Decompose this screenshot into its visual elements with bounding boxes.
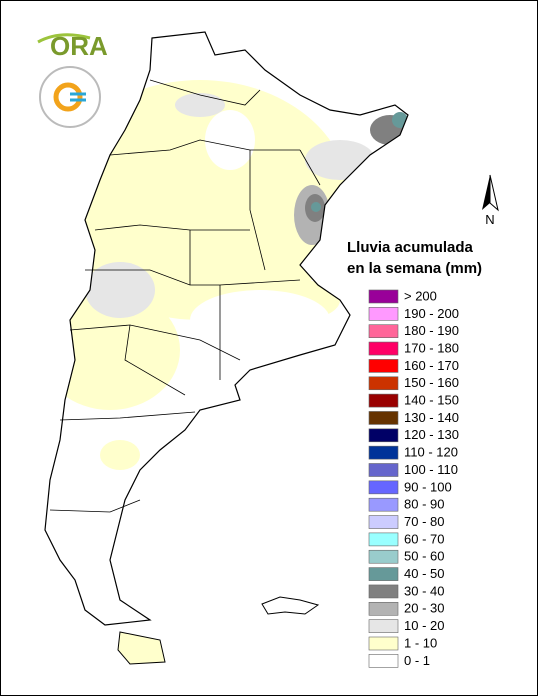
legend-label: 190 - 200 <box>404 306 459 321</box>
legend-swatch <box>368 515 399 529</box>
logo-text: ORA <box>50 31 108 61</box>
legend-swatch <box>368 428 399 443</box>
legend-swatch <box>368 654 399 668</box>
legend-title: Lluvia acumulada <box>347 239 474 256</box>
legend: > 200 190 - 200 180 - 190 170 - 180 160 - 17… <box>368 288 459 668</box>
legend-label: 150 - 160 <box>404 375 459 390</box>
legend-label: 140 - 150 <box>404 393 459 408</box>
legend-label: 20 - 30 <box>404 601 444 616</box>
legend-swatch <box>368 411 399 425</box>
legend-swatch <box>368 601 399 616</box>
legend-swatch <box>368 636 399 651</box>
legend-swatch <box>368 289 399 304</box>
legend-label: 180 - 190 <box>404 323 459 338</box>
legend-label: 100 - 110 <box>404 462 458 477</box>
logo: ORA <box>37 31 108 128</box>
legend-label: 10 - 20 <box>404 618 444 633</box>
legend-label: 160 - 170 <box>404 358 459 373</box>
legend-swatch <box>368 359 399 373</box>
legend-label: 120 - 130 <box>404 427 459 442</box>
legend-swatch <box>368 445 399 460</box>
legend-label: 110 - 120 <box>404 445 458 460</box>
legend-swatch <box>368 307 399 321</box>
north-label: N <box>485 212 494 227</box>
legend-label: 80 - 90 <box>404 497 444 512</box>
legend-label: 50 - 60 <box>404 549 444 564</box>
legend-label: 70 - 80 <box>404 514 444 529</box>
legend-label: 60 - 70 <box>404 531 444 546</box>
legend-label: 40 - 50 <box>404 566 444 581</box>
country <box>44 31 409 665</box>
legend-label: 170 - 180 <box>404 340 459 355</box>
legend-label: 130 - 140 <box>404 410 459 425</box>
legend-swatch <box>368 480 399 495</box>
legend-swatch <box>368 393 399 408</box>
legend-swatch <box>368 341 399 356</box>
legend-swatch <box>368 324 399 339</box>
legend-label: 90 - 100 <box>404 479 452 494</box>
legend-swatch <box>368 584 399 599</box>
compass: N <box>482 174 499 227</box>
legend-label: 30 - 40 <box>404 583 444 598</box>
legend-label: 0 - 1 <box>404 653 430 668</box>
legend-label: > 200 <box>404 288 437 303</box>
legend-swatch <box>368 497 399 512</box>
legend-swatch <box>368 376 399 391</box>
legend-swatch <box>368 549 399 564</box>
legend-label: 1 - 10 <box>404 635 437 650</box>
legend-swatch <box>368 567 399 581</box>
legend-swatch <box>368 463 399 477</box>
legend-title: en la semana (mm) <box>347 260 482 277</box>
legend-swatch <box>368 619 399 633</box>
legend-swatch <box>368 532 399 547</box>
